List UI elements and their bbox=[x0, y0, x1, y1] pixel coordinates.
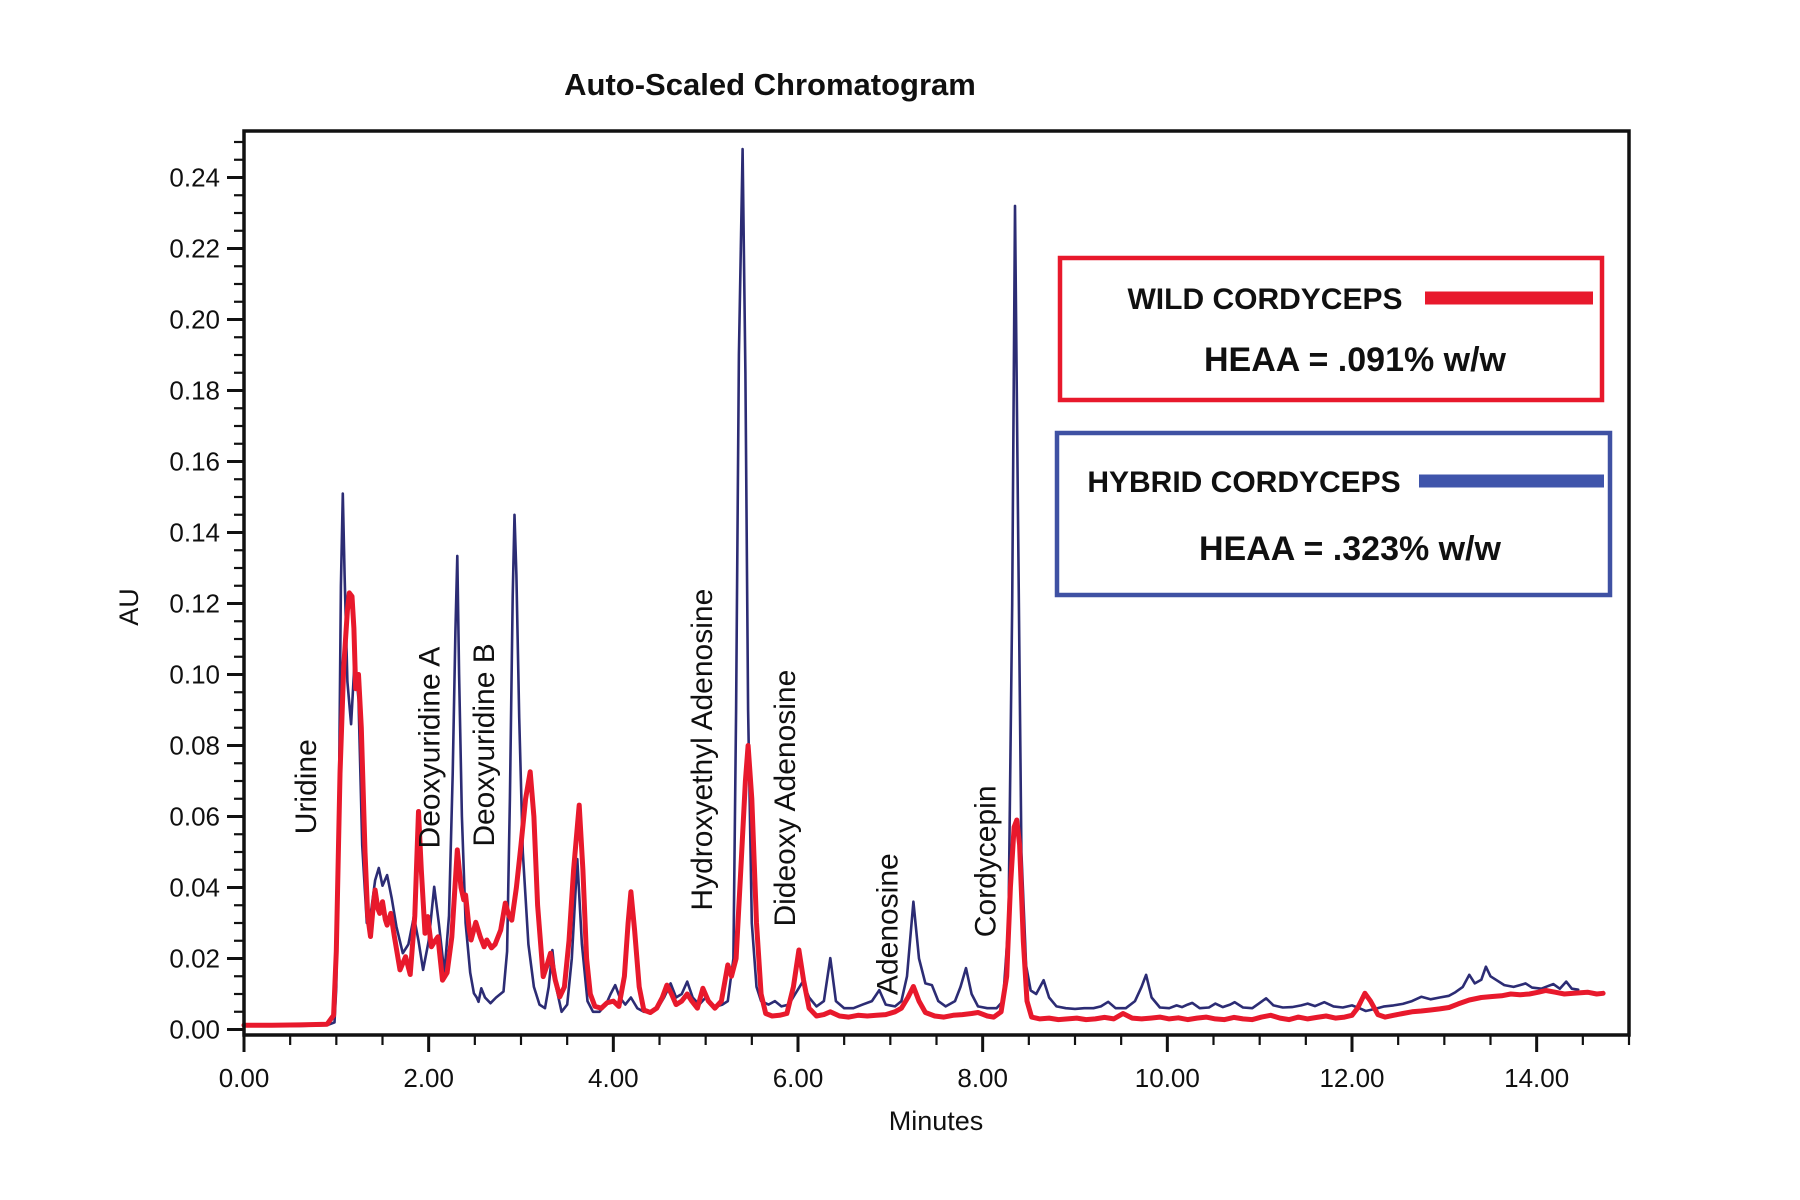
peak-label-uridine: Uridine bbox=[290, 739, 323, 834]
peak-label-cordycepin: Cordycepin bbox=[970, 785, 1003, 937]
x-tick-label: 0.00 bbox=[219, 1063, 270, 1093]
y-tick-label: 0.22 bbox=[169, 234, 220, 264]
legend-hybrid-heaa: HEAA = .323% w/w bbox=[1199, 530, 1502, 568]
y-tick-label: 0.14 bbox=[169, 518, 220, 548]
y-tick-label: 0.24 bbox=[169, 163, 220, 193]
y-tick-label: 0.10 bbox=[169, 660, 220, 690]
x-tick-label: 2.00 bbox=[403, 1063, 454, 1093]
legend-wild-name: WILD CORDYCEPS bbox=[1127, 283, 1402, 316]
peak-annotations: Uridine Deoxyuridine A Deoxyuridine B Hydro… bbox=[290, 589, 1003, 995]
x-tick-label: 14.00 bbox=[1504, 1063, 1569, 1093]
x-tick-label: 8.00 bbox=[957, 1063, 1008, 1093]
peak-label-hydroxyethyl-adenosine: Hydroxyethyl Adenosine bbox=[686, 589, 719, 911]
peak-label-adenosine: Adenosine bbox=[872, 853, 905, 995]
legend-hybrid-box bbox=[1054, 430, 1613, 598]
y-tick-label: 0.18 bbox=[169, 376, 220, 406]
y-tick-label: 0.12 bbox=[169, 589, 220, 619]
y-tick-label: 0.00 bbox=[169, 1015, 220, 1045]
legend-wild: WILD CORDYCEPS HEAA = .091% w/w bbox=[1057, 255, 1605, 403]
legend-hybrid: HYBRID CORDYCEPS HEAA = .323% w/w bbox=[1054, 430, 1613, 598]
y-tick-label: 0.20 bbox=[169, 305, 220, 335]
y-tick-label: 0.04 bbox=[169, 873, 220, 903]
trace-lines bbox=[241, 147, 1606, 1028]
y-tick-label: 0.08 bbox=[169, 731, 220, 761]
trace-wild-cordyceps bbox=[241, 590, 1606, 1028]
x-tick-label: 4.00 bbox=[588, 1063, 639, 1093]
legend-wild-heaa: HEAA = .091% w/w bbox=[1204, 341, 1507, 379]
chart-title: Auto-Scaled Chromatogram bbox=[564, 67, 976, 102]
y-axis-title: AU bbox=[114, 588, 144, 626]
x-tick-label: 6.00 bbox=[773, 1063, 824, 1093]
legend-hybrid-name: HYBRID CORDYCEPS bbox=[1087, 466, 1400, 499]
plot-border bbox=[242, 129, 1631, 1037]
y-tick-label: 0.06 bbox=[169, 802, 220, 832]
peak-label-deoxyuridine-b: Deoxyuridine B bbox=[468, 643, 501, 846]
x-tick-label: 10.00 bbox=[1135, 1063, 1200, 1093]
peak-label-dideoxy-adenosine: Dideoxy Adenosine bbox=[769, 670, 802, 927]
y-tick-label: 0.02 bbox=[169, 944, 220, 974]
peak-label-deoxyuridine-a: Deoxyuridine A bbox=[414, 647, 447, 849]
y-tick-label: 0.16 bbox=[169, 447, 220, 477]
x-axis-title: Minutes bbox=[889, 1106, 984, 1136]
legend-wild-box bbox=[1057, 255, 1605, 403]
x-tick-label: 12.00 bbox=[1319, 1063, 1384, 1093]
